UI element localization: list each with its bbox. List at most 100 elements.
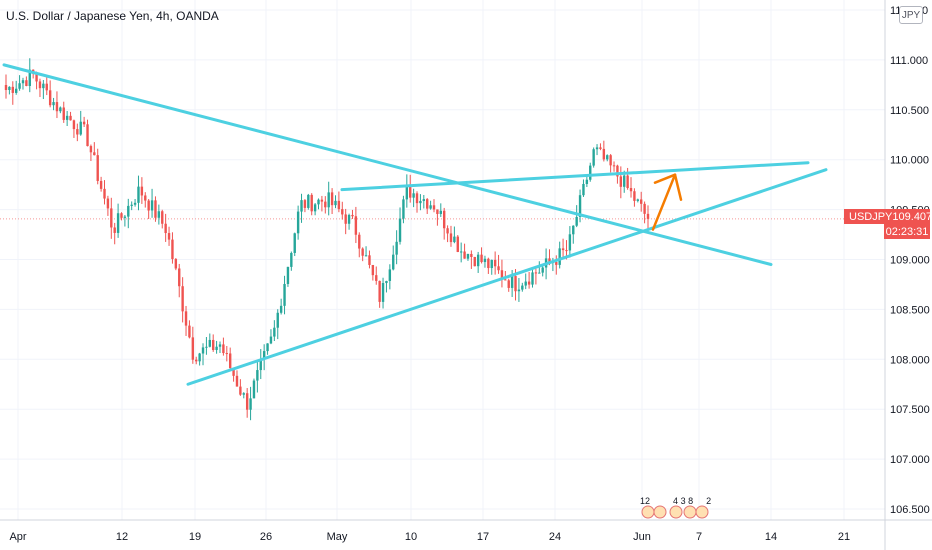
- candle-body: [534, 272, 538, 274]
- candle-body: [497, 266, 500, 271]
- symbol-label: USDJPY: [849, 210, 893, 223]
- candle-body: [449, 233, 453, 243]
- event-flag-icon: [669, 505, 683, 519]
- candle-body: [558, 248, 561, 265]
- candle-body: [269, 336, 273, 344]
- candle-body: [286, 266, 290, 284]
- candle-body: [296, 211, 300, 234]
- trendline: [186, 168, 828, 386]
- candle-body: [504, 279, 507, 281]
- candle-body: [113, 227, 116, 233]
- candle-body: [137, 186, 140, 203]
- candle-body: [510, 276, 514, 288]
- x-tick-label: Apr: [9, 531, 26, 543]
- event-count[interactable]: 4: [673, 496, 679, 506]
- trendline: [2, 63, 773, 266]
- y-tick-label: 108.500: [890, 304, 930, 316]
- candle-body: [619, 176, 623, 187]
- event-count[interactable]: 12: [640, 496, 651, 506]
- candle-body: [419, 200, 422, 204]
- candle-body: [273, 327, 276, 337]
- candle-body: [35, 73, 38, 82]
- candle-body: [395, 241, 398, 255]
- candle-body: [259, 359, 262, 371]
- candle-body: [86, 124, 89, 147]
- candle-body: [181, 286, 184, 312]
- economic-events[interactable]: 12 4 3 8 2: [640, 496, 711, 506]
- candle-body: [483, 258, 487, 263]
- candle-body: [640, 199, 643, 204]
- candle-body: [524, 281, 527, 286]
- candle-body: [79, 121, 82, 135]
- candle-body: [184, 311, 188, 326]
- x-tick-label: 21: [838, 531, 850, 543]
- candle-body: [218, 344, 222, 347]
- candle-body: [344, 214, 347, 224]
- candle-body: [276, 312, 279, 328]
- candle-body: [174, 259, 178, 269]
- last-price-label: 109.407: [892, 210, 932, 223]
- candle-body: [157, 211, 161, 218]
- event-flag-icon: [695, 505, 709, 519]
- candle-body: [429, 205, 432, 209]
- candle-body: [633, 191, 636, 201]
- candle-body: [191, 337, 195, 360]
- candle-body: [161, 211, 164, 224]
- candle-body: [521, 285, 524, 290]
- candle-body: [99, 180, 103, 189]
- candle-body: [456, 236, 459, 252]
- x-tick-label: 12: [116, 531, 128, 543]
- y-tick-label: 111.000: [890, 55, 928, 67]
- candle-body: [225, 353, 228, 355]
- candle-body: [446, 228, 449, 234]
- candle-body: [65, 115, 69, 120]
- candle-body: [55, 102, 59, 112]
- candle-body: [507, 280, 510, 288]
- candle-body: [623, 175, 626, 187]
- candle-body: [123, 216, 127, 218]
- candle-body: [198, 353, 201, 362]
- candle-body: [106, 198, 110, 209]
- trendlines: [2, 63, 828, 386]
- candle-body: [415, 193, 419, 204]
- candle-body: [565, 250, 568, 252]
- candle-body: [375, 275, 378, 281]
- candle-body: [463, 251, 466, 259]
- candle-body: [324, 201, 327, 208]
- candle-body: [330, 192, 334, 206]
- candle-body: [249, 398, 252, 410]
- y-tick-label: 106.500: [890, 504, 930, 516]
- candle-body: [531, 272, 534, 285]
- event-count[interactable]: 3: [680, 496, 686, 506]
- candle-body: [167, 233, 171, 240]
- x-tick-label: May: [327, 531, 348, 543]
- candle-body: [371, 264, 375, 276]
- candle-body: [334, 200, 337, 206]
- x-tick-label: 17: [477, 531, 489, 543]
- currency-button[interactable]: JPY: [899, 6, 923, 24]
- y-tick-label: 107.000: [890, 454, 930, 466]
- candle-body: [636, 199, 640, 201]
- candle-body: [568, 234, 572, 251]
- candle-body: [133, 202, 137, 205]
- candle-body: [25, 80, 28, 86]
- candle-body: [578, 195, 582, 217]
- candle-body: [14, 88, 18, 93]
- event-count[interactable]: 8: [688, 496, 694, 506]
- candle-body: [116, 213, 120, 233]
- candle-body: [45, 83, 48, 91]
- candle-body: [459, 251, 463, 253]
- candle-body: [538, 272, 541, 274]
- candle-body: [93, 152, 96, 156]
- event-count[interactable]: 2: [706, 496, 712, 506]
- candle-body: [388, 269, 392, 281]
- candle-body: [212, 339, 215, 351]
- candle-body: [612, 165, 616, 167]
- candle-body: [245, 393, 249, 410]
- candle-body: [290, 252, 293, 267]
- candle-body: [381, 283, 385, 302]
- candle-body: [548, 258, 551, 263]
- candle-body: [127, 205, 130, 217]
